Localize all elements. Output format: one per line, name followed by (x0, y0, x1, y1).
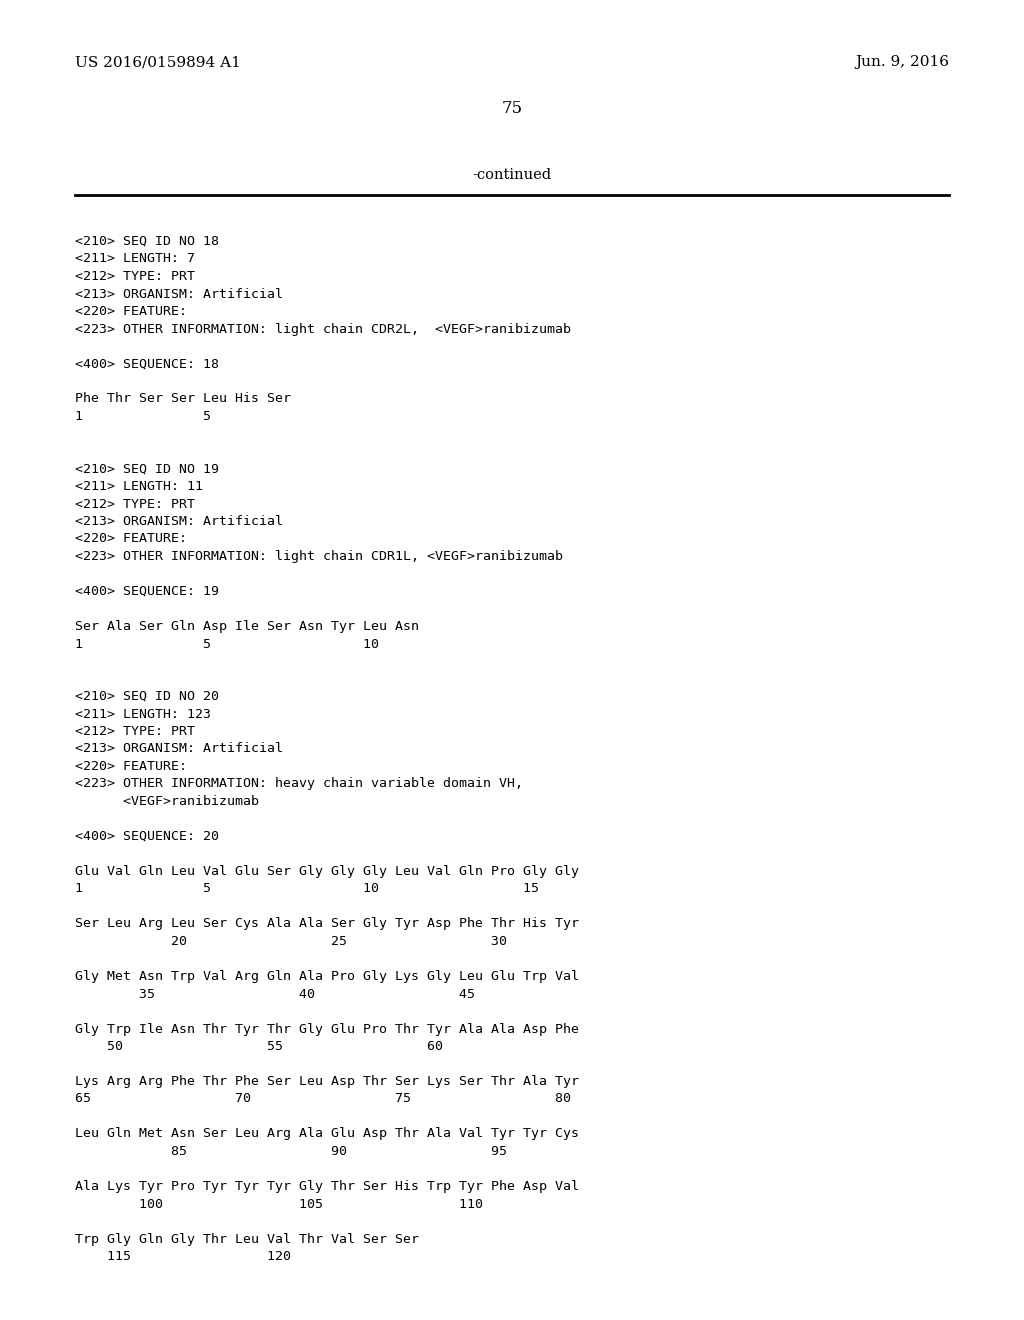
Text: <400> SEQUENCE: 20: <400> SEQUENCE: 20 (75, 830, 219, 843)
Text: <212> TYPE: PRT: <212> TYPE: PRT (75, 271, 195, 282)
Text: <223> OTHER INFORMATION: light chain CDR1L, <VEGF>ranibizumab: <223> OTHER INFORMATION: light chain CDR… (75, 550, 563, 564)
Text: <210> SEQ ID NO 18: <210> SEQ ID NO 18 (75, 235, 219, 248)
Text: <223> OTHER INFORMATION: heavy chain variable domain VH,: <223> OTHER INFORMATION: heavy chain var… (75, 777, 523, 791)
Text: 20                  25                  30: 20 25 30 (75, 935, 507, 948)
Text: Gly Trp Ile Asn Thr Tyr Thr Gly Glu Pro Thr Tyr Ala Ala Asp Phe: Gly Trp Ile Asn Thr Tyr Thr Gly Glu Pro … (75, 1023, 579, 1035)
Text: <223> OTHER INFORMATION: light chain CDR2L,  <VEGF>ranibizumab: <223> OTHER INFORMATION: light chain CDR… (75, 322, 571, 335)
Text: 50                  55                  60: 50 55 60 (75, 1040, 443, 1053)
Text: Gly Met Asn Trp Val Arg Gln Ala Pro Gly Lys Gly Leu Glu Trp Val: Gly Met Asn Trp Val Arg Gln Ala Pro Gly … (75, 970, 579, 983)
Text: <213> ORGANISM: Artificial: <213> ORGANISM: Artificial (75, 742, 283, 755)
Text: <212> TYPE: PRT: <212> TYPE: PRT (75, 725, 195, 738)
Text: 1               5: 1 5 (75, 411, 211, 422)
Text: <211> LENGTH: 7: <211> LENGTH: 7 (75, 252, 195, 265)
Text: 35                  40                  45: 35 40 45 (75, 987, 475, 1001)
Text: 1               5                   10                  15: 1 5 10 15 (75, 883, 539, 895)
Text: Ser Ala Ser Gln Asp Ile Ser Asn Tyr Leu Asn: Ser Ala Ser Gln Asp Ile Ser Asn Tyr Leu … (75, 620, 419, 634)
Text: <400> SEQUENCE: 18: <400> SEQUENCE: 18 (75, 358, 219, 371)
Text: Ala Lys Tyr Pro Tyr Tyr Tyr Gly Thr Ser His Trp Tyr Phe Asp Val: Ala Lys Tyr Pro Tyr Tyr Tyr Gly Thr Ser … (75, 1180, 579, 1193)
Text: Ser Leu Arg Leu Ser Cys Ala Ala Ser Gly Tyr Asp Phe Thr His Tyr: Ser Leu Arg Leu Ser Cys Ala Ala Ser Gly … (75, 917, 579, 931)
Text: <220> FEATURE:: <220> FEATURE: (75, 760, 187, 774)
Text: <220> FEATURE:: <220> FEATURE: (75, 305, 187, 318)
Text: Leu Gln Met Asn Ser Leu Arg Ala Glu Asp Thr Ala Val Tyr Tyr Cys: Leu Gln Met Asn Ser Leu Arg Ala Glu Asp … (75, 1127, 579, 1140)
Text: <211> LENGTH: 123: <211> LENGTH: 123 (75, 708, 211, 721)
Text: <VEGF>ranibizumab: <VEGF>ranibizumab (75, 795, 259, 808)
Text: <213> ORGANISM: Artificial: <213> ORGANISM: Artificial (75, 288, 283, 301)
Text: Trp Gly Gln Gly Thr Leu Val Thr Val Ser Ser: Trp Gly Gln Gly Thr Leu Val Thr Val Ser … (75, 1233, 419, 1246)
Text: <211> LENGTH: 11: <211> LENGTH: 11 (75, 480, 203, 492)
Text: 1               5                   10: 1 5 10 (75, 638, 379, 651)
Text: 85                  90                  95: 85 90 95 (75, 1144, 507, 1158)
Text: 100                 105                 110: 100 105 110 (75, 1197, 483, 1210)
Text: US 2016/0159894 A1: US 2016/0159894 A1 (75, 55, 241, 69)
Text: -continued: -continued (472, 168, 552, 182)
Text: 115                 120: 115 120 (75, 1250, 291, 1263)
Text: Phe Thr Ser Ser Leu His Ser: Phe Thr Ser Ser Leu His Ser (75, 392, 291, 405)
Text: 75: 75 (502, 100, 522, 117)
Text: <220> FEATURE:: <220> FEATURE: (75, 532, 187, 545)
Text: <213> ORGANISM: Artificial: <213> ORGANISM: Artificial (75, 515, 283, 528)
Text: 65                  70                  75                  80: 65 70 75 80 (75, 1093, 571, 1106)
Text: Glu Val Gln Leu Val Glu Ser Gly Gly Gly Leu Val Gln Pro Gly Gly: Glu Val Gln Leu Val Glu Ser Gly Gly Gly … (75, 865, 579, 878)
Text: <210> SEQ ID NO 19: <210> SEQ ID NO 19 (75, 462, 219, 475)
Text: <212> TYPE: PRT: <212> TYPE: PRT (75, 498, 195, 511)
Text: <210> SEQ ID NO 20: <210> SEQ ID NO 20 (75, 690, 219, 704)
Text: <400> SEQUENCE: 19: <400> SEQUENCE: 19 (75, 585, 219, 598)
Text: Lys Arg Arg Phe Thr Phe Ser Leu Asp Thr Ser Lys Ser Thr Ala Tyr: Lys Arg Arg Phe Thr Phe Ser Leu Asp Thr … (75, 1074, 579, 1088)
Text: Jun. 9, 2016: Jun. 9, 2016 (855, 55, 949, 69)
